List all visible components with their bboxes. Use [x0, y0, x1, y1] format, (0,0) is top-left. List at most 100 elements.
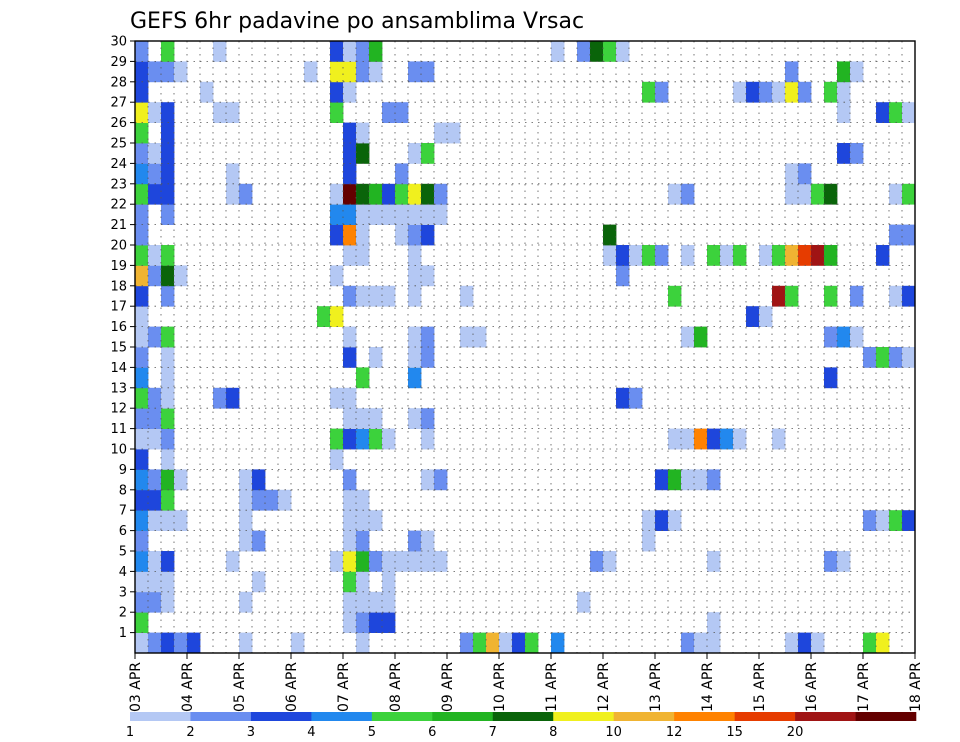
heatmap-cell	[876, 102, 890, 123]
y-tick-label: 13	[110, 381, 127, 396]
heatmap-cell	[863, 510, 877, 531]
heatmap-cell	[616, 265, 630, 287]
heatmap-cell	[681, 632, 695, 654]
heatmap-cell	[837, 551, 851, 572]
heatmap-cell	[473, 326, 487, 348]
heatmap-cell	[694, 632, 708, 654]
heatmap-cell	[486, 632, 500, 654]
heatmap-cell	[590, 551, 604, 572]
x-tick-label: 07 APR	[336, 662, 352, 712]
heatmap-cell	[421, 265, 435, 287]
heatmap-cell	[330, 428, 344, 450]
heatmap-cell	[317, 306, 331, 327]
heatmap-cell	[343, 612, 357, 633]
heatmap-cell	[174, 632, 188, 654]
heatmap-cell	[876, 245, 890, 266]
heatmap-cell	[850, 143, 864, 164]
heatmap-cell	[252, 489, 266, 511]
heatmap-cell	[889, 285, 903, 307]
x-tick-label: 10 APR	[492, 662, 508, 712]
heatmap-cell	[343, 41, 357, 62]
heatmap-cell	[148, 245, 162, 266]
heatmap-cell	[785, 61, 799, 83]
heatmap-cell	[135, 163, 149, 185]
heatmap-cell	[460, 632, 474, 654]
heatmap-cell	[850, 326, 864, 348]
heatmap-cell	[629, 387, 643, 409]
heatmap-cell	[148, 428, 162, 450]
heatmap-cell	[135, 347, 149, 368]
heatmap-cell	[655, 510, 669, 531]
heatmap-cell	[395, 224, 409, 246]
heatmap-cell	[356, 61, 370, 83]
heatmap-cell	[707, 632, 721, 654]
heatmap-cell	[356, 143, 370, 164]
heatmap-cell	[512, 632, 526, 654]
heatmap-cell	[369, 285, 383, 307]
heatmap-cell	[733, 428, 747, 450]
heatmap-cell	[668, 469, 682, 491]
heatmap-cell	[395, 163, 409, 185]
heatmap-cell	[226, 163, 240, 185]
heatmap-cell	[174, 265, 188, 287]
heatmap-cells	[135, 41, 916, 654]
heatmap-cell	[369, 408, 383, 429]
heatmap-cell	[434, 183, 448, 205]
heatmap-cell	[720, 428, 734, 450]
colorbar-tick-label: 20	[787, 725, 804, 740]
heatmap-cell	[902, 224, 916, 246]
heatmap-cell	[330, 41, 344, 62]
heatmap-cell	[356, 510, 370, 531]
y-tick-label: 25	[110, 137, 127, 152]
heatmap-cell	[694, 326, 708, 348]
heatmap-cell	[148, 489, 162, 511]
y-tick-label: 9	[119, 463, 127, 478]
heatmap-cell	[135, 510, 149, 531]
heatmap-cell	[148, 326, 162, 348]
colorbar-swatch	[613, 712, 675, 721]
heatmap-cell	[460, 326, 474, 348]
heatmap-cell	[356, 224, 370, 246]
heatmap-cell	[421, 428, 435, 450]
heatmap-cell	[356, 428, 370, 450]
heatmap-cell	[408, 367, 422, 389]
heatmap-cell	[382, 183, 396, 205]
heatmap-cell	[811, 183, 825, 205]
heatmap-cell	[330, 387, 344, 409]
y-tick-label: 3	[119, 585, 127, 600]
heatmap-cell	[759, 81, 773, 103]
y-tick-label: 10	[110, 443, 127, 458]
heatmap-cell	[161, 265, 175, 287]
heatmap-cell	[707, 612, 721, 633]
x-tick-label: 17 APR	[856, 662, 872, 712]
heatmap-cell	[343, 530, 357, 552]
y-tick-label: 23	[110, 177, 127, 192]
chart-title: GEFS 6hr padavine po ansamblima Vrsac	[130, 9, 584, 34]
heatmap-cell	[356, 571, 370, 593]
heatmap-cell	[421, 530, 435, 552]
heatmap-cell	[889, 183, 903, 205]
colorbar-tick-label: 10	[605, 725, 622, 740]
heatmap-cell	[408, 285, 422, 307]
heatmap-cell	[252, 530, 266, 552]
heatmap-cell	[213, 102, 227, 123]
heatmap-cell	[135, 367, 149, 389]
heatmap-cell	[135, 306, 149, 327]
heatmap-cell	[902, 183, 916, 205]
heatmap-cell	[135, 428, 149, 450]
heatmap-cell	[408, 408, 422, 429]
heatmap-cell	[642, 81, 656, 103]
x-tick-label: 15 APR	[752, 662, 768, 712]
heatmap-cell	[343, 469, 357, 491]
x-tick-label: 06 APR	[284, 662, 300, 712]
y-tick-label: 2	[119, 606, 127, 621]
y-tick-label: 27	[110, 96, 127, 111]
colorbar-swatch	[371, 712, 433, 721]
heatmap-cell	[395, 551, 409, 572]
heatmap-cell	[824, 183, 838, 205]
heatmap-cell	[161, 326, 175, 348]
heatmap-cell	[837, 102, 851, 123]
heatmap-cell	[148, 163, 162, 185]
heatmap-cell	[772, 245, 786, 266]
heatmap-cell	[343, 387, 357, 409]
